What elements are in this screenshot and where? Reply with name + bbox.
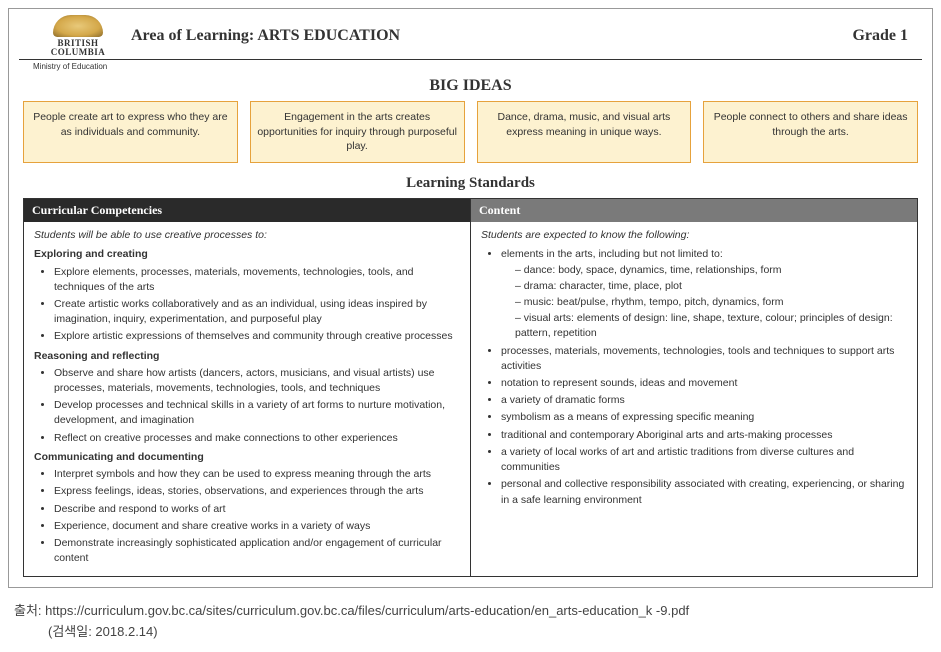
list-item: Experience, document and share creative …: [54, 519, 460, 534]
learning-standards-heading: Learning Standards: [9, 175, 932, 192]
sub-item: visual arts: elements of design: line, s…: [515, 311, 907, 341]
section-heading: Communicating and documenting: [34, 450, 460, 465]
list-item: Create artistic works collaboratively an…: [54, 297, 460, 327]
big-idea-box: Dance, drama, music, and visual arts exp…: [477, 101, 692, 163]
content-column: Content Students are expected to know th…: [471, 199, 917, 576]
logo-text-2: COLUMBIA: [33, 48, 123, 57]
section-heading: Reasoning and reflecting: [34, 349, 460, 364]
source-url: 출처: https://curriculum.gov.bc.ca/sites/c…: [14, 600, 927, 619]
list-item: Interpret symbols and how they can be us…: [54, 467, 460, 482]
content-header: Content: [471, 199, 917, 222]
competencies-intro: Students will be able to use creative pr…: [34, 228, 460, 243]
list-item: processes, materials, movements, technol…: [501, 344, 907, 374]
list-item: personal and collective responsibility a…: [501, 477, 907, 507]
content-intro: Students are expected to know the follow…: [481, 228, 907, 243]
list-item-text: elements in the arts, including but not …: [501, 248, 723, 260]
section-heading: Exploring and creating: [34, 247, 460, 262]
list-item: notation to represent sounds, ideas and …: [501, 376, 907, 391]
list-item: Demonstrate increasingly sophisticated a…: [54, 536, 460, 566]
competencies-header: Curricular Competencies: [24, 199, 470, 222]
source-citation: 출처: https://curriculum.gov.bc.ca/sites/c…: [0, 596, 941, 652]
big-idea-box: People connect to others and share ideas…: [703, 101, 918, 163]
bc-logo: BRITISH COLUMBIA: [33, 15, 123, 57]
area-of-learning-title: Area of Learning: ARTS EDUCATION: [123, 27, 852, 45]
big-ideas-heading: BIG IDEAS: [9, 77, 932, 95]
list-item: a variety of dramatic forms: [501, 393, 907, 408]
logo-sun-icon: [53, 15, 103, 37]
list-item: Observe and share how artists (dancers, …: [54, 366, 460, 396]
content-sublist: dance: body, space, dynamics, time, rela…: [501, 263, 907, 342]
big-idea-box: Engagement in the arts creates opportuni…: [250, 101, 465, 163]
list-item: Explore artistic expressions of themselv…: [54, 329, 460, 344]
list-item: Reflect on creative processes and make c…: [54, 431, 460, 446]
list-item: Express feelings, ideas, stories, observ…: [54, 484, 460, 499]
big-ideas-row: People create art to express who they ar…: [9, 101, 932, 173]
source-date: (검색일: 2018.2.14): [14, 621, 927, 640]
competency-list: Observe and share how artists (dancers, …: [34, 366, 460, 446]
content-list: elements in the arts, including but not …: [481, 247, 907, 508]
list-item: a variety of local works of art and arti…: [501, 445, 907, 475]
content-body: Students are expected to know the follow…: [471, 222, 917, 518]
grade-label: Grade 1: [852, 27, 908, 45]
sub-item: music: beat/pulse, rhythm, tempo, pitch,…: [515, 295, 907, 310]
list-item: elements in the arts, including but not …: [501, 247, 907, 341]
list-item: traditional and contemporary Aboriginal …: [501, 428, 907, 443]
list-item: Describe and respond to works of art: [54, 502, 460, 517]
list-item: Develop processes and technical skills i…: [54, 398, 460, 428]
big-idea-box: People create art to express who they ar…: [23, 101, 238, 163]
list-item: symbolism as a means of expressing speci…: [501, 410, 907, 425]
sub-item: drama: character, time, place, plot: [515, 279, 907, 294]
sub-item: dance: body, space, dynamics, time, rela…: [515, 263, 907, 278]
document-frame: BRITISH COLUMBIA Area of Learning: ARTS …: [8, 8, 933, 588]
list-item: Explore elements, processes, materials, …: [54, 265, 460, 295]
competencies-column: Curricular Competencies Students will be…: [24, 199, 471, 576]
learning-standards-table: Curricular Competencies Students will be…: [23, 198, 918, 577]
competency-list: Interpret symbols and how they can be us…: [34, 467, 460, 566]
competencies-body: Students will be able to use creative pr…: [24, 222, 470, 576]
header-row: BRITISH COLUMBIA Area of Learning: ARTS …: [19, 9, 922, 60]
competency-list: Explore elements, processes, materials, …: [34, 265, 460, 345]
ministry-label: Ministry of Education: [9, 62, 932, 71]
